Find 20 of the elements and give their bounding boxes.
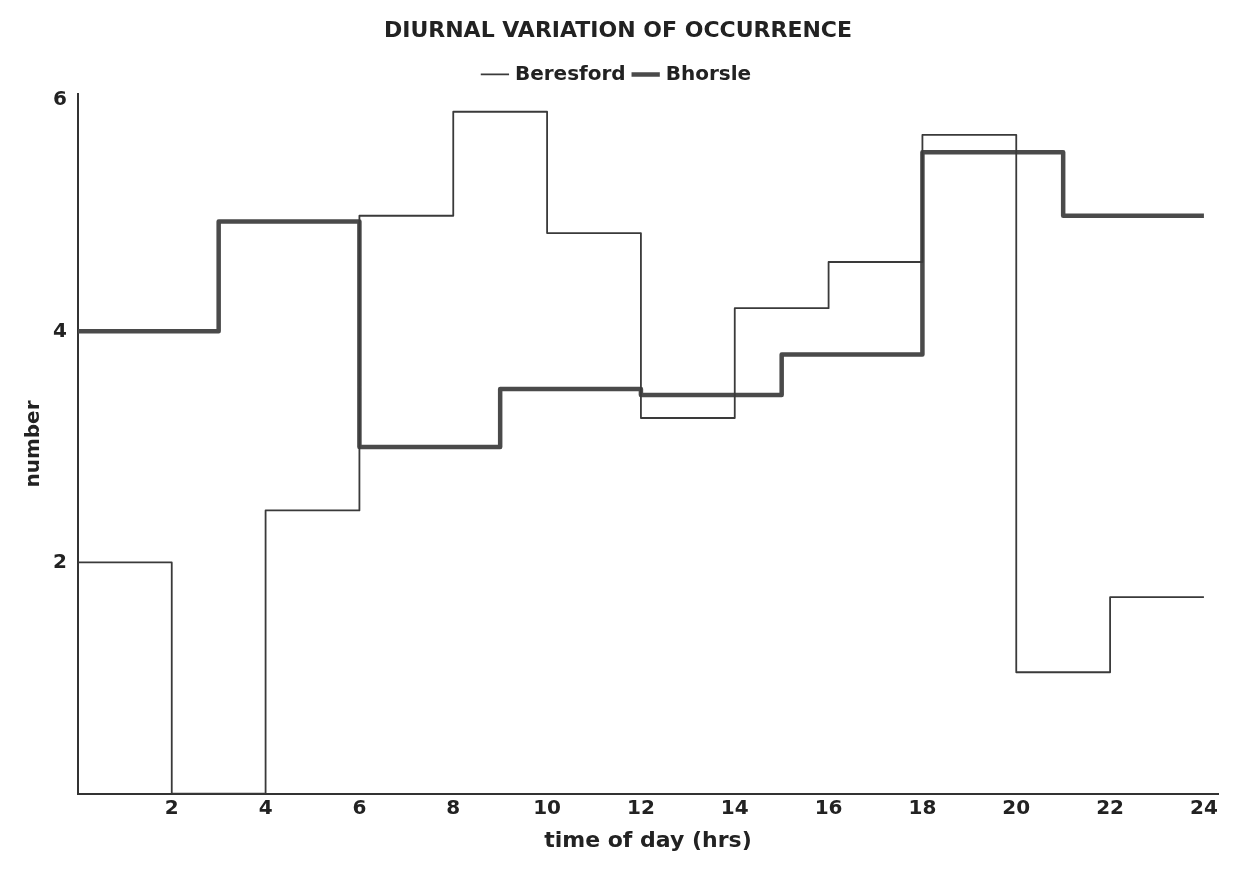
x-tick-label: 4	[258, 794, 273, 819]
y-tick-label: 2	[52, 548, 67, 573]
legend-label: Beresford	[514, 60, 626, 85]
y-tick-label: 4	[52, 317, 67, 342]
y-axis-title: number	[20, 400, 45, 488]
x-tick-label: 16	[814, 794, 843, 819]
x-tick-label: 22	[1096, 794, 1125, 819]
x-tick-label: 12	[627, 794, 655, 819]
x-tick-label: 24	[1190, 794, 1218, 819]
chart-title: DIURNAL VARIATION OF OCCURRENCE	[383, 16, 853, 42]
x-tick-label: 10	[533, 794, 562, 819]
x-tick-label: 8	[446, 794, 461, 819]
legend-label: Bhorsle	[665, 60, 752, 85]
x-tick-label: 2	[164, 794, 179, 819]
x-tick-label: 14	[720, 794, 749, 819]
x-tick-label: 20	[1002, 794, 1031, 819]
x-axis-title: time of day (hrs)	[544, 826, 752, 852]
x-tick-label: 6	[352, 794, 367, 819]
y-tick-label: 6	[52, 86, 67, 111]
x-tick-label: 18	[908, 794, 937, 819]
